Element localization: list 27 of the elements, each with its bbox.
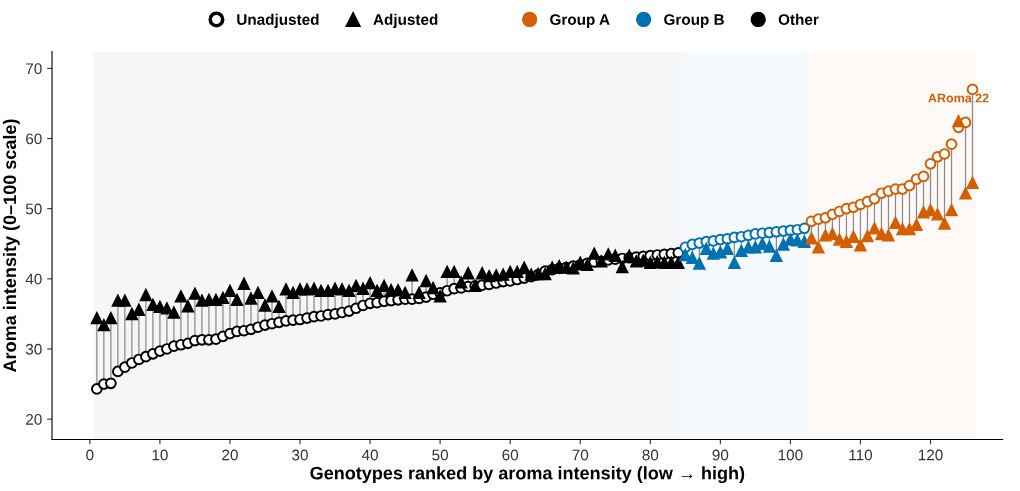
x-tick-label: 30 (292, 449, 308, 461)
x-axis-title: Genotypes ranked by aroma intensity (low → high) (310, 466, 745, 484)
x-tick-label: 0 (86, 449, 94, 461)
annotation: ARoma 22 (928, 93, 989, 103)
y-tick-label: 50 (25, 203, 42, 215)
x-tick-label: 20 (222, 449, 238, 461)
x-tick-label: 100 (778, 449, 803, 461)
legend-label: Group B (664, 14, 724, 28)
legend-label: Group A (550, 14, 610, 28)
y-tick-label: 40 (25, 273, 42, 285)
legend-label: Other (778, 13, 819, 25)
y-tick-label: 60 (26, 133, 42, 145)
y-tick-label: 20 (26, 413, 42, 425)
legend-label: Unadjusted (237, 13, 319, 28)
x-tick-label: 110 (849, 449, 873, 461)
x-tick-label: 80 (642, 449, 659, 461)
x-tick-label: 40 (361, 449, 378, 461)
x-tick-label: 10 (152, 449, 168, 461)
x-tick-label: 60 (502, 449, 519, 461)
x-tick-label: 50 (432, 449, 449, 461)
y-tick-label: 70 (26, 63, 42, 75)
x-tick-label: 120 (918, 449, 943, 461)
legend-label: Adjusted (373, 13, 438, 28)
y-axis-title: Aroma intensity (0–100 scale) (2, 119, 20, 372)
y-tick-label: 30 (25, 343, 42, 355)
x-tick-label: 70 (572, 449, 589, 461)
x-tick-label: 90 (712, 449, 729, 461)
